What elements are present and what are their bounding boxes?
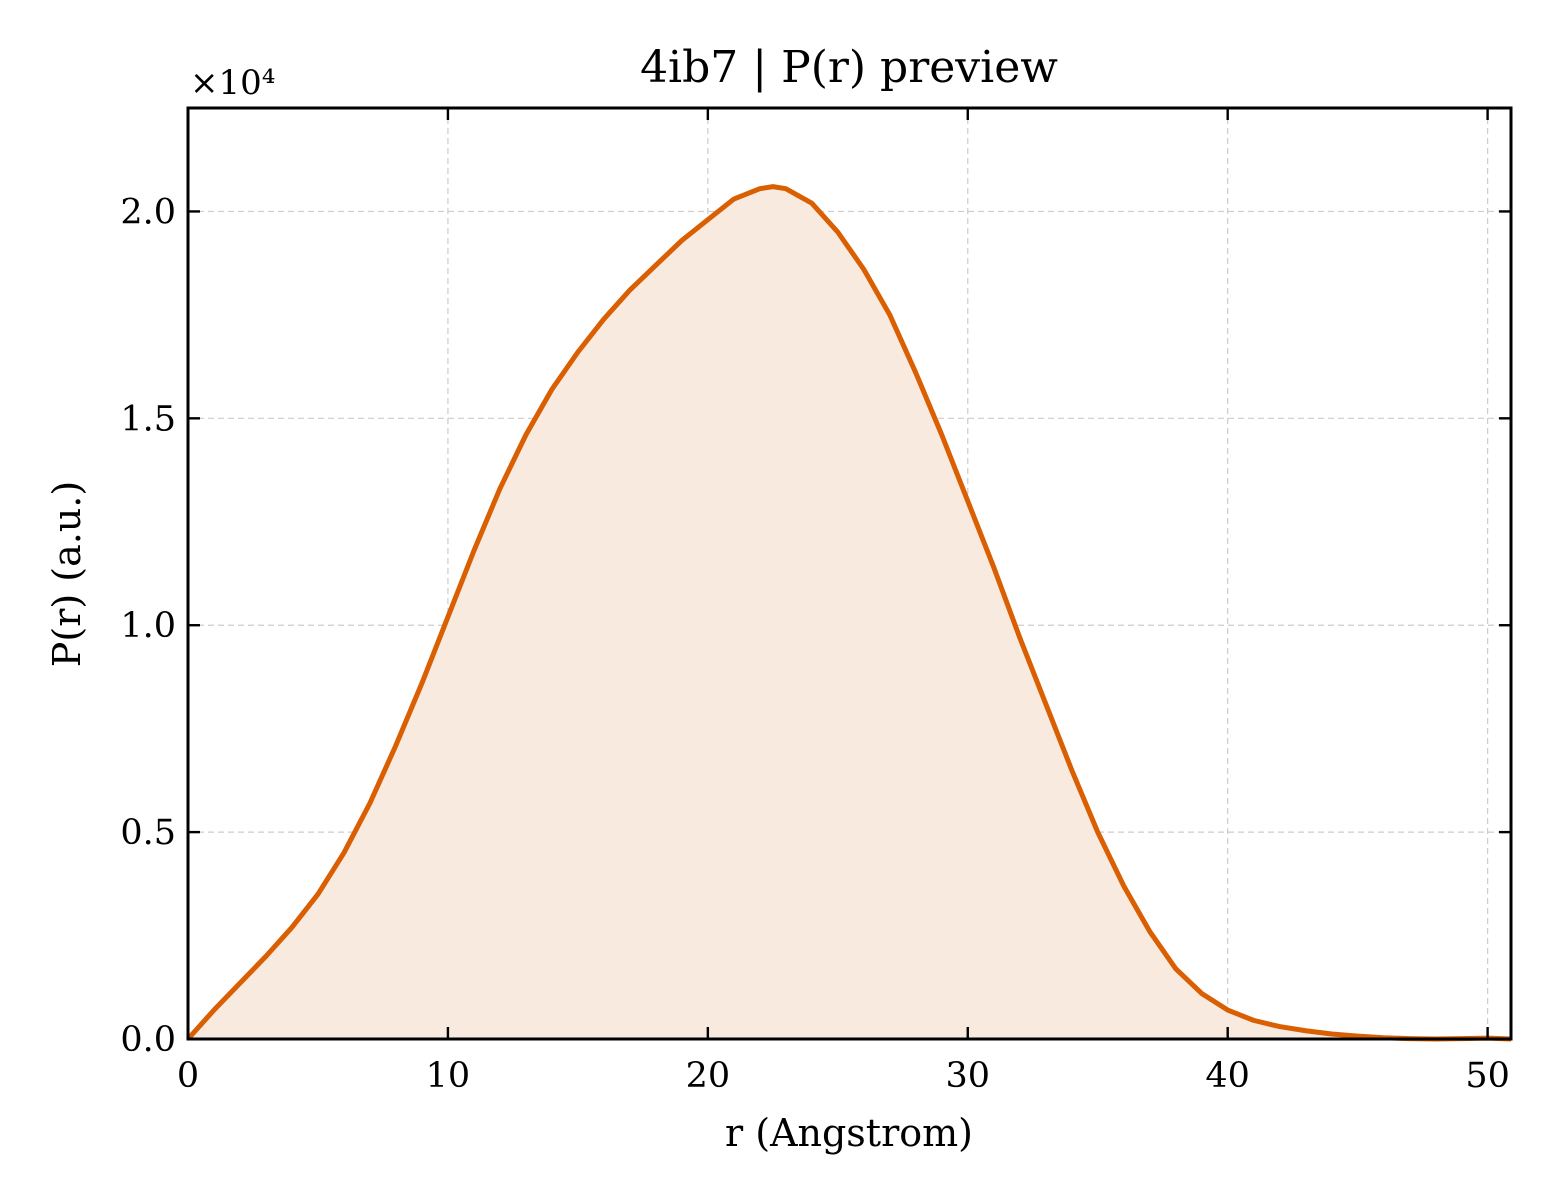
x-tick-label: 50 [1465,1056,1510,1096]
y-tick-label: 1.5 [120,399,176,439]
x-tick-label: 30 [945,1056,990,1096]
chart-title: 4ib7 | P(r) preview [640,42,1058,93]
y-tick-label: 0.0 [120,1020,176,1060]
area-fill [188,186,1511,1039]
x-tick-label: 20 [686,1056,731,1096]
y-tick-label: 1.0 [120,606,176,646]
x-tick-label: 10 [426,1056,471,1096]
y-axis-label: P(r) (a.u.) [45,481,89,667]
x-tick-label: 0 [177,1056,199,1096]
y-exponent-label: ×10⁴ [190,63,275,103]
y-tick-label: 0.5 [120,813,176,853]
labels-layer: 0 10 20 30 40 50 0.0 0.5 1.0 1.5 2.0 [120,192,1510,1096]
series-line [186,184,1512,1042]
x-tick-label: 40 [1205,1056,1250,1096]
plot-frame [186,106,1513,1041]
x-axis-label: r (Angstrom) [725,1111,973,1155]
y-tick-label: 2.0 [120,192,176,232]
